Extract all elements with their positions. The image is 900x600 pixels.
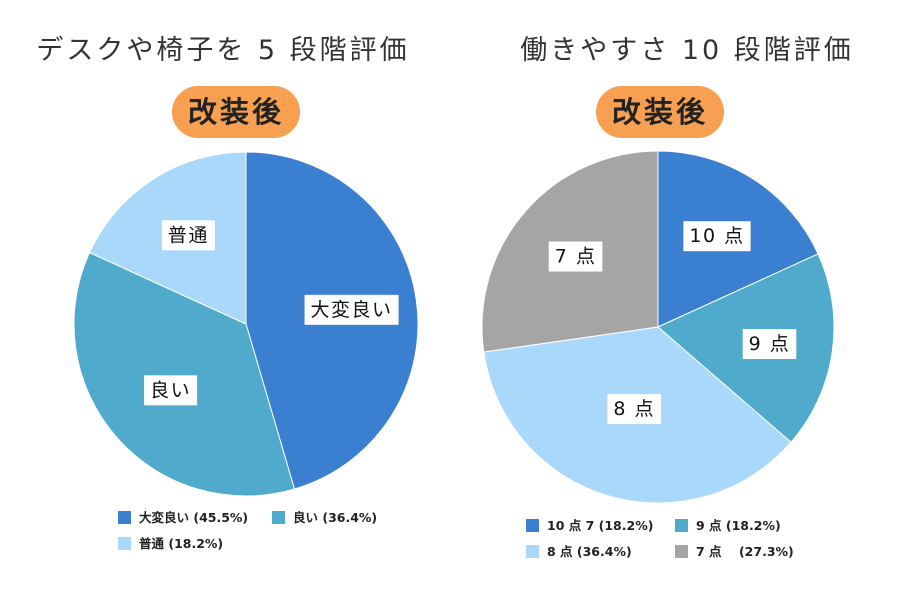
legend-item: 10 点 7 (18.2%) [526,518,653,534]
svg-text:9 点: 9 点 [749,333,791,355]
svg-text:普通: 普通 [168,224,209,246]
pie-slice-label: 7 点 [548,241,603,272]
legend-swatch [118,511,131,524]
legend-label: 良い (36.4%) [293,510,378,525]
legend-label: 10 点 7 (18.2%) [547,518,654,533]
chart-panel-workability: 働きやすさ 10 段階評価 改装後 10 点 9 点 8 点 7 点 10 点 7 (… [450,0,900,600]
svg-text:大変良い: 大変良い [311,299,393,321]
legend-swatch [675,545,688,558]
legend-item: 9 点 (18.2%) [675,518,781,534]
legend-swatch [675,519,688,532]
pie-chart-workability: 10 点 9 点 8 点 7 点 [481,150,835,504]
legend-label: 7 点 (27.3%) [696,544,794,559]
svg-text:良い: 良い [150,379,191,401]
legend-item: 大変良い (45.5%) [118,510,248,526]
pie-slice-label: 大変良い [304,294,399,325]
pie-slice [73,251,296,497]
svg-text:8 点: 8 点 [613,398,655,420]
legend-label: 普通 (18.2%) [139,536,224,551]
pie-slice-label: 8 点 [607,394,662,425]
pie-slice-label: 10 点 [683,221,751,252]
legend-label: 9 点 (18.2%) [696,518,781,533]
pie-slice-label: 普通 [161,220,215,251]
svg-text:7 点: 7 点 [555,246,597,268]
legend-label: 8 点 (36.4%) [547,544,632,559]
chart-title: 働きやすさ 10 段階評価 [520,35,854,66]
chart-subtitle-badge: 改装後 [596,86,724,138]
legend-item: 8 点 (36.4%) [526,544,632,560]
pie-slice-label: 良い [144,375,198,406]
legend-label: 大変良い (45.5%) [139,510,249,525]
pie-slice-label: 9 点 [742,329,797,360]
legend-item: 良い (36.4%) [272,510,377,526]
svg-text:10 点: 10 点 [689,225,744,247]
legend-item: 7 点 (27.3%) [675,544,794,560]
chart-subtitle-badge: 改装後 [172,86,300,138]
legend-swatch [526,519,539,532]
legend-swatch [118,537,131,550]
chart-panel-desk: デスクや椅子を 5 段階評価 改装後 大変良い良い 普通 大変良い (45.5%)… [36,35,419,552]
legend-swatch [272,511,285,524]
chart-title: デスクや椅子を 5 段階評価 [36,35,410,66]
legend-item: 普通 (18.2%) [118,536,223,552]
legend-swatch [526,545,539,558]
